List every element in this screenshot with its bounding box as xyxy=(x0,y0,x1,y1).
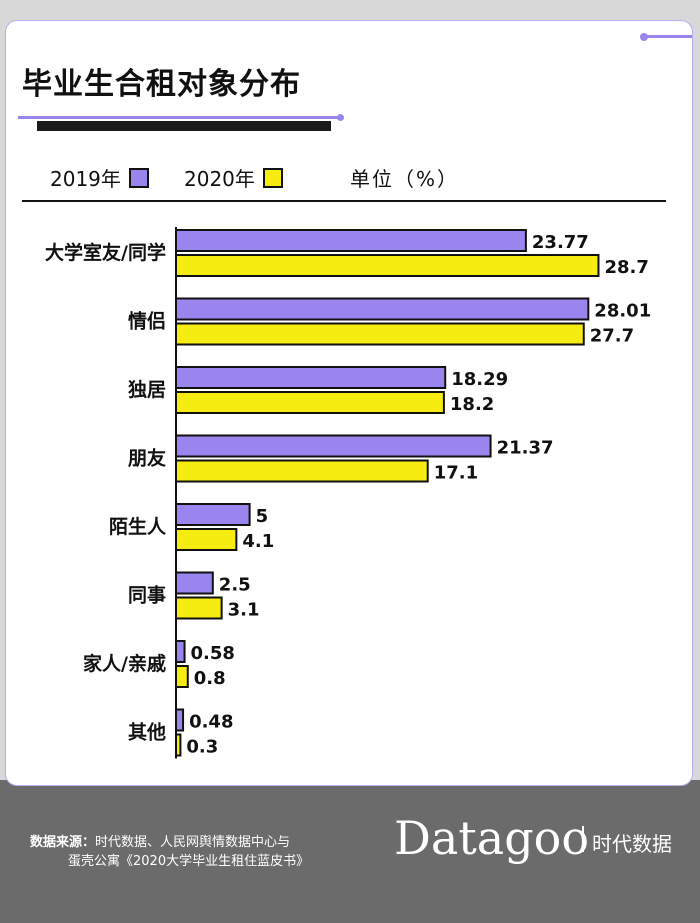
data-label: 27.7 xyxy=(590,326,634,347)
bar-2020 xyxy=(175,665,189,688)
bar-2019 xyxy=(175,640,186,663)
bar-2019 xyxy=(175,571,214,595)
header-rule xyxy=(22,200,666,202)
bar-2020 xyxy=(175,528,238,551)
data-label: 0.3 xyxy=(186,737,218,758)
bar-2020 xyxy=(175,459,429,483)
brand-name-cn: 时代数据 xyxy=(592,832,672,856)
data-label: 5 xyxy=(256,506,269,527)
source-line-1: 时代数据、人民网舆情数据中心与 xyxy=(95,835,291,850)
category-label: 大学室友/同学 xyxy=(45,241,166,264)
legend-label-2020: 2020年 xyxy=(184,167,255,191)
data-label: 28.01 xyxy=(594,301,651,322)
title-underline-dot xyxy=(337,114,344,121)
category-label: 情侣 xyxy=(128,310,166,333)
data-source: 数据来源：时代数据、人民网舆情数据中心与 蛋壳公寓《2020大学毕业生租住蓝皮书… xyxy=(30,833,309,871)
title-underline-bar xyxy=(37,121,331,131)
category-label: 家人/亲戚 xyxy=(83,652,166,675)
data-label: 4.1 xyxy=(242,531,274,552)
category-label: 同事 xyxy=(128,584,166,607)
legend-label-2019: 2019年 xyxy=(50,167,121,191)
data-label: 23.77 xyxy=(532,232,589,253)
category-label: 陌生人 xyxy=(109,515,167,538)
bar-2019 xyxy=(175,229,527,252)
legend-swatch-2020 xyxy=(262,167,283,188)
data-label: 2.5 xyxy=(219,575,251,596)
bar-2019 xyxy=(175,503,251,526)
source-label: 数据来源： xyxy=(30,835,96,850)
corner-line xyxy=(646,35,692,38)
data-label: 18.29 xyxy=(451,369,508,390)
data-label: 18.2 xyxy=(450,394,494,415)
data-label: 21.37 xyxy=(497,438,554,459)
data-label: 17.1 xyxy=(434,463,478,484)
category-label: 其他 xyxy=(128,721,166,744)
category-label: 独居 xyxy=(128,378,166,401)
bar-2019 xyxy=(175,297,590,321)
data-label: 28.7 xyxy=(604,257,648,278)
brand-separator xyxy=(582,826,584,852)
page-title: 毕业生合租对象分布 xyxy=(22,67,301,102)
legend-item-2020: 2020年 xyxy=(184,163,283,192)
bar-2020 xyxy=(175,322,585,346)
data-label: 0.8 xyxy=(194,668,226,689)
legend-swatch-2019 xyxy=(128,167,149,188)
bar-2020 xyxy=(175,391,445,414)
data-label: 3.1 xyxy=(228,600,260,621)
data-label: 0.58 xyxy=(191,643,235,664)
bar-2020 xyxy=(175,254,600,277)
bar-2019 xyxy=(175,434,492,458)
bar-2019 xyxy=(175,366,447,389)
source-line-2: 蛋壳公寓《2020大学毕业生租住蓝皮书》 xyxy=(68,854,310,869)
corner-dot xyxy=(640,33,648,41)
brand-logo: Datagoo xyxy=(394,811,590,865)
category-label: 朋友 xyxy=(128,447,166,470)
data-label: 0.48 xyxy=(189,712,233,733)
unit-label: 单位（%） xyxy=(350,167,460,191)
legend-item-2019: 2019年 xyxy=(50,163,149,192)
title-underline-accent xyxy=(18,116,340,119)
bar-2020 xyxy=(175,596,223,620)
bar-2019 xyxy=(175,708,185,732)
